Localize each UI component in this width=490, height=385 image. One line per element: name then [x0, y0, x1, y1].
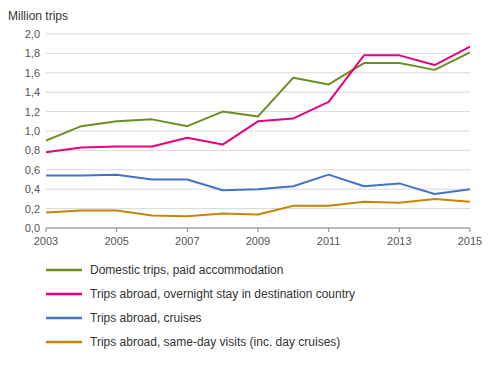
legend-swatch — [46, 269, 82, 272]
grid-line — [46, 150, 470, 151]
page: {"chart_data": {"type": "line", "y_label… — [0, 0, 490, 385]
grid-line — [46, 111, 470, 112]
legend-label: Trips abroad, overnight stay in destinat… — [90, 287, 355, 301]
x-tick — [399, 228, 400, 232]
grid-line — [46, 92, 470, 93]
x-axis: 2003 2005 2007 2009 2011 2013 2015 — [34, 228, 482, 247]
y-tick-label: 2,0 — [25, 28, 40, 40]
grid-line — [46, 72, 470, 73]
legend: Domestic trips, paid accommodation Trips … — [46, 263, 355, 349]
grid-line — [46, 34, 470, 35]
grid-line — [46, 53, 470, 54]
legend-label: Trips abroad, cruises — [90, 311, 202, 325]
legend-label: Domestic trips, paid accommodation — [90, 263, 283, 277]
x-tick — [328, 228, 329, 232]
y-tick-label: 0,8 — [25, 144, 40, 156]
x-tick — [46, 228, 47, 232]
x-tick-label: 2005 — [104, 235, 128, 247]
y-tick-label: 0,6 — [25, 164, 40, 176]
x-tick-label: 2015 — [458, 235, 482, 247]
y-tick-label: 1,2 — [25, 106, 40, 118]
y-axis: 0,0 0,2 0,4 0,6 0,8 1,0 1,2 1,4 1,6 1,8 2,0 — [25, 28, 470, 234]
y-tick-label: 0,2 — [25, 203, 40, 215]
y-tick-label: 0,4 — [25, 183, 40, 195]
legend-swatch — [46, 293, 82, 296]
y-tick-label: 0,0 — [25, 222, 40, 234]
grid-line — [46, 169, 470, 170]
legend-label: Trips abroad, same-day visits (inc. day … — [90, 335, 340, 349]
x-tick — [116, 228, 117, 232]
x-tick — [187, 228, 188, 232]
chart: Million trips 0,0 0,2 0,4 0,6 0,8 1,0 1,2 1,4 1,6… — [0, 0, 490, 385]
x-tick-label: 2007 — [175, 235, 199, 247]
y-tick-label: 1,4 — [25, 86, 40, 98]
x-tick-label: 2011 — [317, 235, 341, 247]
y-tick-label: 1,8 — [25, 47, 40, 59]
x-tick-label: 2013 — [387, 235, 411, 247]
grid-line — [46, 131, 470, 132]
legend-swatch — [46, 341, 82, 344]
x-tick — [470, 228, 471, 232]
plot-area — [46, 47, 470, 217]
grid-line — [46, 208, 470, 209]
legend-swatch — [46, 317, 82, 320]
series-line — [46, 199, 470, 216]
x-tick — [258, 228, 259, 232]
series-line — [46, 52, 470, 140]
series-line — [46, 47, 470, 153]
y-tick-label: 1,0 — [25, 125, 40, 137]
series-line — [46, 175, 470, 194]
x-tick-label: 2009 — [246, 235, 270, 247]
y-tick-label: 1,6 — [25, 67, 40, 79]
y-axis-label: Million trips — [8, 9, 68, 23]
x-tick-label: 2003 — [34, 235, 58, 247]
